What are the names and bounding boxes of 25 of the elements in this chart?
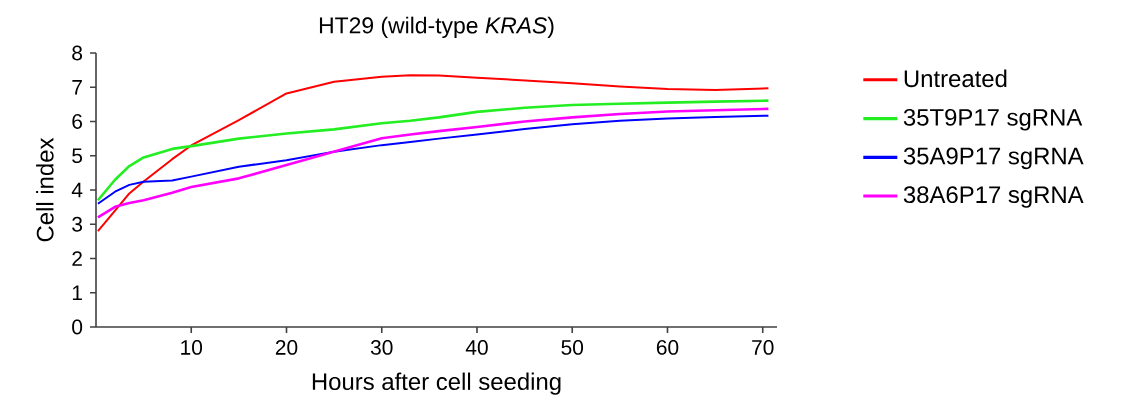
legend-label: 38A6P17 sgRNA bbox=[903, 186, 1084, 208]
y-tick-label: 3 bbox=[72, 216, 83, 232]
x-tick-label: 10 bbox=[181, 340, 203, 355]
x-tick-label: 30 bbox=[370, 340, 393, 355]
y-tick-label: 5 bbox=[72, 148, 83, 164]
legend-label: Untreated bbox=[904, 69, 1007, 88]
legend-label: 35T9P17 sgRNA bbox=[903, 108, 1083, 131]
legend-label: 35A9P17 sgRNA bbox=[903, 147, 1084, 170]
y-tick-label: 7 bbox=[72, 80, 82, 95]
y-tick-label: 8 bbox=[72, 45, 83, 61]
line-series bbox=[96, 114, 770, 205]
y-tick-label: 1 bbox=[72, 285, 82, 300]
x-tick-label: 70 bbox=[752, 340, 774, 355]
y-axis-title: Cell index bbox=[36, 137, 54, 242]
x-axis-title: Hours after cell seeding bbox=[312, 372, 561, 395]
x-tick-label: 20 bbox=[275, 340, 298, 355]
line-series bbox=[96, 99, 770, 202]
y-tick-label: 0 bbox=[72, 319, 83, 335]
x-tick-label: 50 bbox=[561, 340, 584, 355]
x-tick-label: 40 bbox=[465, 340, 488, 355]
chart-title: HT29 (wild-type KRAS) bbox=[319, 16, 554, 38]
y-tick-label: 4 bbox=[71, 182, 83, 198]
y-tick-label: 6 bbox=[72, 114, 83, 129]
x-tick-label: 60 bbox=[656, 340, 679, 355]
y-tick-label: 2 bbox=[72, 251, 82, 266]
